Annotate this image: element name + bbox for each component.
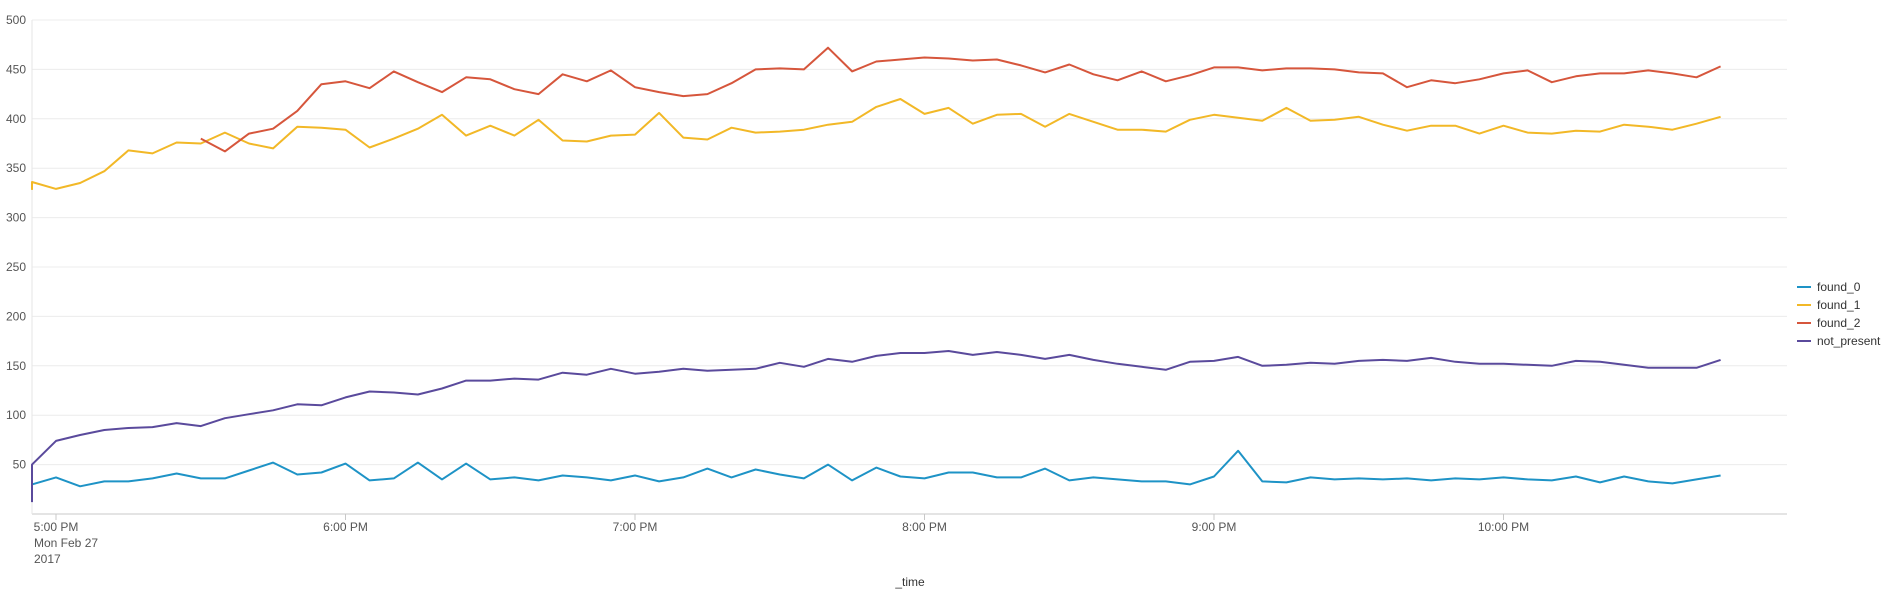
legend-item-found-0[interactable]: found_0 <box>1797 280 1861 294</box>
legend-label: found_0 <box>1817 280 1861 294</box>
y-tick-label: 100 <box>6 408 26 422</box>
x-tick-label: 6:00 PM <box>323 520 368 534</box>
x-tick-date-label: Mon Feb 27 <box>34 536 98 550</box>
y-tick-label: 400 <box>6 112 26 126</box>
legend-item-not-present[interactable]: not_present <box>1797 334 1881 348</box>
x-tick-label: 8:00 PM <box>902 520 947 534</box>
series-line-found-0 <box>31 449 1721 493</box>
x-tick-label: 10:00 PM <box>1478 520 1529 534</box>
x-tick-label: 9:00 PM <box>1192 520 1237 534</box>
x-tick-label: 5:00 PM <box>34 520 79 534</box>
x-axis-title: _time <box>894 575 925 589</box>
x-tick-year-label: 2017 <box>34 552 61 566</box>
legend-label: found_1 <box>1817 298 1861 312</box>
y-tick-label: 200 <box>6 309 26 323</box>
legend-label: not_present <box>1817 334 1881 348</box>
y-tick-labels: 50 100 150 200 250 300 350 400 450 500 <box>6 13 26 472</box>
y-tick-label: 150 <box>6 359 26 373</box>
series-line-found-2 <box>200 46 1722 153</box>
axes <box>31 20 1787 515</box>
y-tick-label: 450 <box>6 62 26 76</box>
legend-item-found-1[interactable]: found_1 <box>1797 298 1861 312</box>
y-tick-label: 300 <box>6 211 26 225</box>
x-tick-labels: 5:00 PM Mon Feb 27 2017 6:00 PM 7:00 PM 8:00 … <box>34 514 1529 566</box>
gridlines <box>32 19 1787 466</box>
y-tick-label: 50 <box>13 458 27 472</box>
series-line-found-1 <box>31 98 1721 190</box>
y-tick-label: 350 <box>6 161 26 175</box>
legend-label: found_2 <box>1817 316 1861 330</box>
y-tick-label: 500 <box>6 13 26 27</box>
y-tick-label: 250 <box>6 260 26 274</box>
x-tick-label: 7:00 PM <box>613 520 658 534</box>
series-line-not-present <box>31 350 1721 503</box>
legend-item-found-2[interactable]: found_2 <box>1797 316 1861 330</box>
legend[interactable]: found_0 found_1 found_2 not_present <box>1797 280 1881 348</box>
series-lines <box>31 46 1722 503</box>
